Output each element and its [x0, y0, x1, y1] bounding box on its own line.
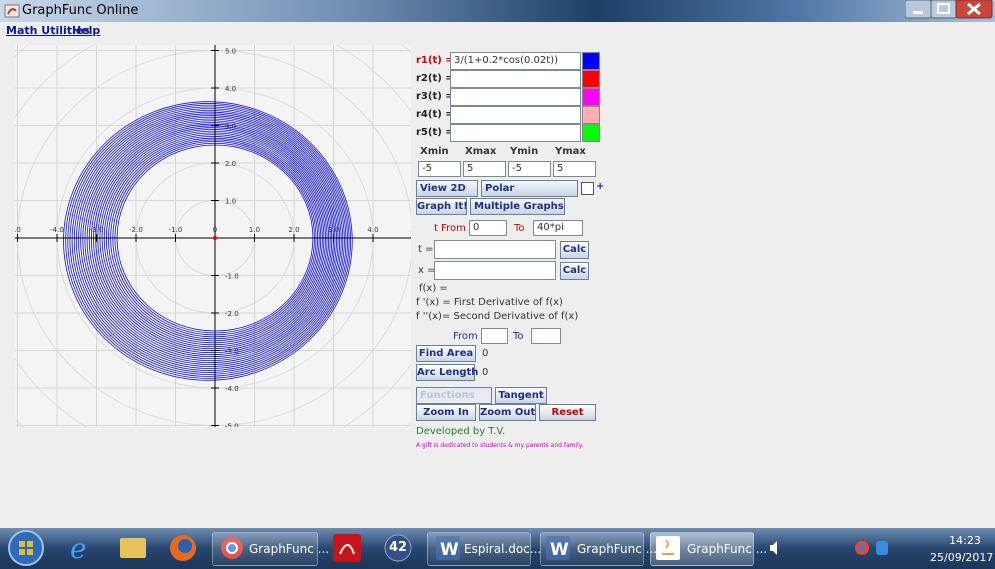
- t-from-input[interactable]: 0: [469, 220, 507, 236]
- t-eq-label: t =: [418, 244, 433, 255]
- x-tick-label: -4.0: [50, 226, 64, 234]
- y-tick-label: 2.0: [225, 160, 236, 168]
- taskbar-item[interactable]: GraphFunc ...: [212, 532, 318, 566]
- range-header: Ymin: [510, 146, 538, 157]
- menu-item[interactable]: Help: [72, 24, 100, 37]
- x-tick-label: 2.0: [288, 226, 299, 234]
- t-eq-input[interactable]: [434, 240, 556, 259]
- title-bar: [0, 0, 995, 22]
- from-label: From: [453, 331, 478, 342]
- function-input[interactable]: [450, 124, 581, 142]
- range-header: Ymax: [555, 146, 586, 157]
- function-label: r5(t) =: [416, 127, 454, 138]
- arc-value: 0: [482, 367, 488, 378]
- fx-label: f(x) =: [419, 283, 448, 294]
- taskbar-item[interactable]: GraphFunc ...: [540, 532, 644, 566]
- plus-label: +: [596, 181, 604, 192]
- range-header: Xmin: [420, 146, 449, 157]
- function-label: r1(t) =: [416, 55, 454, 66]
- clock-time: 14:23: [940, 534, 990, 547]
- function-input[interactable]: [450, 70, 581, 88]
- calc-button[interactable]: Calc: [560, 262, 589, 280]
- x-tick-label: 3.0: [328, 226, 339, 234]
- range-input[interactable]: 5: [553, 161, 596, 177]
- y-tick-label: -3.0: [225, 348, 239, 356]
- x-tick-label: -2.0: [129, 226, 143, 234]
- color-swatch[interactable]: [582, 88, 600, 106]
- t-from-label: t From: [434, 223, 466, 234]
- window-controls[interactable]: [905, 0, 993, 20]
- graph-area: .0 -4.0 -3.0 -2.0 -1.0 0 1.0 2.0 3.0 4.0 5 5.0 4.0 3.…: [15, 45, 411, 427]
- function-label: r3(t) =: [416, 91, 454, 102]
- to-input[interactable]: [531, 328, 561, 344]
- range-input[interactable]: -5: [508, 161, 551, 177]
- find-area-button[interactable]: Find Area: [416, 345, 476, 362]
- x-tick-label: 1.0: [249, 226, 260, 234]
- graph-button[interactable]: Graph It!: [416, 198, 467, 215]
- x-tick-label: 5: [410, 226, 411, 234]
- x-tick-label: -3.0: [90, 226, 104, 234]
- range-input[interactable]: 5: [463, 161, 506, 177]
- y-tick-label: 5.0: [225, 48, 236, 56]
- y-tick-label: 3.0: [225, 123, 236, 131]
- color-swatch[interactable]: [582, 52, 600, 70]
- y-tick-label: 1.0: [225, 198, 236, 206]
- svg-text:e: e: [70, 532, 87, 565]
- icon-badge: 42: [389, 540, 407, 555]
- t-to-input[interactable]: 40*pi: [533, 220, 583, 236]
- y-tick-label: -5.0: [225, 423, 239, 428]
- screen: GraphFunc Online Math Utilities Help .0-…: [0, 0, 995, 569]
- x-tick-label: .0: [15, 226, 21, 234]
- x-tick-label: 0: [213, 226, 217, 234]
- coords-dropdown[interactable]: Polar: [481, 180, 578, 197]
- window-title: GraphFunc Online: [22, 3, 138, 18]
- color-swatch[interactable]: [582, 70, 600, 88]
- x-tick-label: 4.0: [367, 226, 378, 234]
- zoom-out-button[interactable]: Zoom Out: [479, 404, 536, 421]
- calc-button[interactable]: Calc: [560, 241, 589, 259]
- zoom-in-button[interactable]: Zoom In: [416, 404, 476, 421]
- mode-dropdown[interactable]: Multiple Graphs: [470, 198, 565, 215]
- y-tick-label: -2.0: [225, 310, 239, 318]
- y-tick-label: 4.0: [225, 85, 236, 93]
- x-eq-label: x =: [418, 265, 435, 276]
- functions-dropdown[interactable]: Functions: [416, 387, 492, 404]
- function-input[interactable]: [450, 106, 581, 124]
- checkbox[interactable]: [581, 182, 594, 195]
- range-header: Xmax: [465, 146, 496, 157]
- y-tick-label: -4.0: [225, 385, 239, 393]
- origin-point: [213, 236, 217, 240]
- y-tick-label: -1.0: [225, 273, 239, 281]
- view-dropdown[interactable]: View 2D: [416, 180, 478, 197]
- function-input[interactable]: 3/(1+0.2*cos(0.02t)): [450, 52, 581, 70]
- range-input[interactable]: -5: [418, 161, 461, 177]
- arc-length-button[interactable]: Arc Length: [416, 364, 475, 381]
- from-input[interactable]: [481, 328, 508, 344]
- gift-label: A gift is dedicated to students & my par…: [416, 442, 583, 449]
- x-tick-label: -1.0: [169, 226, 183, 234]
- clock-date: 25/09/2017: [930, 551, 992, 564]
- developed-label: Developed by T.V.: [416, 426, 505, 437]
- color-swatch[interactable]: [582, 106, 600, 124]
- tangent-button[interactable]: Tangent: [495, 387, 547, 404]
- color-swatch[interactable]: [582, 124, 600, 142]
- function-label: r4(t) =: [416, 109, 454, 120]
- reset-button[interactable]: Reset: [539, 404, 596, 421]
- app-icon: [4, 3, 20, 19]
- x-eq-input[interactable]: [434, 261, 556, 280]
- function-label: r2(t) =: [416, 73, 454, 84]
- area-value: 0: [482, 348, 488, 359]
- to-label: To: [513, 331, 524, 342]
- first-derivative-label: f '(x) = First Derivative of f(x): [416, 297, 563, 308]
- function-input[interactable]: [450, 88, 581, 106]
- second-derivative-label: f ''(x)= Second Derivative of f(x): [416, 311, 578, 322]
- taskbar-item[interactable]: GraphFunc ...: [650, 532, 754, 566]
- t-to-label: To: [514, 223, 525, 234]
- taskbar-item[interactable]: Espiral.doc...: [427, 532, 531, 566]
